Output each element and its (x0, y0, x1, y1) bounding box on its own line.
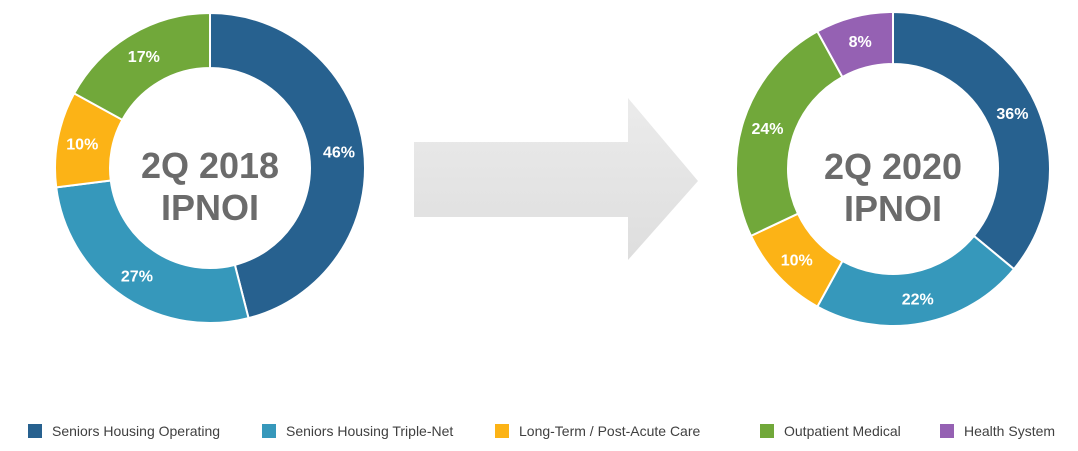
slice-seniors-housing-operating (892, 10, 1051, 271)
center-label-line-1: 2Q 2020 (824, 146, 962, 187)
legend-item-long-term-post-acute-care: Long-Term / Post-Acute Care (495, 420, 700, 442)
legend-label: Outpatient Medical (784, 423, 901, 439)
center-label-line-2: IPNOI (161, 187, 259, 228)
legend-item-seniors-housing-operating: Seniors Housing Operating (28, 420, 220, 442)
legend-swatch (28, 424, 42, 438)
legend-label: Health System (964, 423, 1056, 439)
legend-label: Seniors Housing Operating (52, 423, 221, 439)
legend-item-health-system: Health System (940, 420, 1055, 442)
slice-label-long-term-post-acute-care: 10% (66, 137, 98, 154)
legend-swatch (940, 424, 954, 438)
slice-label-outpatient-medical: 24% (751, 121, 783, 138)
legend-label: Seniors Housing Triple-Net (286, 423, 454, 439)
slice-seniors-housing-operating (209, 11, 366, 320)
legend-label: Long-Term / Post-Acute Care (519, 423, 701, 439)
slice-seniors-housing-triple-net (55, 179, 250, 324)
slice-label-seniors-housing-operating: 46% (323, 145, 355, 162)
slice-label-outpatient-medical: 17% (128, 49, 160, 66)
transition-arrow (414, 98, 698, 260)
legend-item-seniors-housing-triple-net: Seniors Housing Triple-Net (262, 420, 453, 442)
slice-label-long-term-post-acute-care: 10% (781, 252, 813, 269)
legend-swatch (760, 424, 774, 438)
slice-health-system (816, 10, 894, 79)
chart-legend: Seniors Housing Operating Seniors Housing… (28, 420, 1068, 442)
center-label-line-2: IPNOI (844, 188, 942, 229)
slice-outpatient-medical (72, 11, 211, 122)
slice-label-seniors-housing-operating: 36% (996, 106, 1028, 123)
slice-label-seniors-housing-triple-net: 27% (121, 269, 153, 286)
legend-item-outpatient-medical: Outpatient Medical (760, 420, 901, 442)
center-label-line-1: 2Q 2018 (141, 145, 279, 186)
slice-label-health-system: 8% (849, 34, 872, 51)
slice-seniors-housing-triple-net (816, 234, 1016, 327)
legend-swatch (262, 424, 276, 438)
slice-label-seniors-housing-triple-net: 22% (902, 292, 934, 309)
legend-swatch (495, 424, 509, 438)
